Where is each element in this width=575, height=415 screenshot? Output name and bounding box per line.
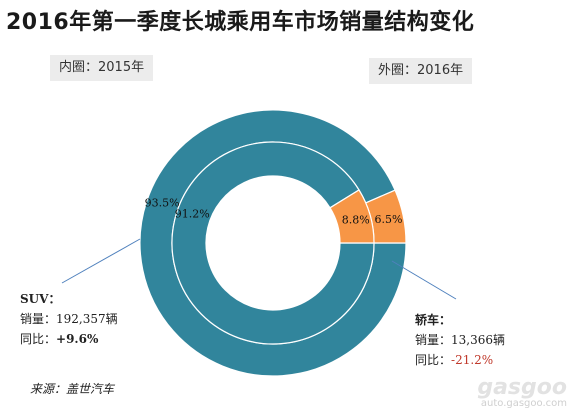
source-note: 来源：盖世汽车 bbox=[30, 382, 115, 396]
inner-ring-suv-slice bbox=[171, 141, 375, 345]
suv-leader-line bbox=[61, 238, 141, 284]
inner-ring-sedan-label: 8.8% bbox=[342, 214, 370, 227]
suv-sales-value: 192,357辆 bbox=[56, 312, 118, 326]
sedan-name: 轿车： bbox=[415, 313, 452, 327]
suv-info: SUV： 销量：192,357辆 同比：+9.6% bbox=[20, 289, 118, 349]
suv-sales-label: 销量： bbox=[20, 312, 57, 326]
outer-ring-suv-label: 93.5% bbox=[145, 197, 180, 210]
inner-ring-sedan-slice bbox=[329, 189, 375, 244]
inner-ring-suv-label: 91.2% bbox=[175, 208, 210, 221]
gasgoo-watermark: gasgoo auto.gasgoo.com bbox=[477, 375, 567, 410]
suv-yoy-value: +9.6% bbox=[56, 332, 99, 346]
chart-title: 2016年第一季度长城乘用车市场销量结构变化 bbox=[6, 10, 475, 35]
suv-name: SUV： bbox=[20, 292, 61, 306]
sedan-yoy-value: -21.2% bbox=[451, 353, 494, 367]
sedan-leader-line bbox=[391, 260, 457, 300]
sedan-sales-label: 销量： bbox=[415, 333, 452, 347]
sedan-info: 轿车： 销量：13,366辆 同比：-21.2% bbox=[415, 310, 505, 370]
sedan-yoy-label: 同比： bbox=[415, 353, 452, 367]
watermark-logo: gasgoo bbox=[477, 375, 567, 400]
inner-ring-legend: 内圈：2015年 bbox=[50, 55, 154, 81]
outer-ring-legend: 外圈：2016年 bbox=[369, 58, 473, 84]
watermark-url: auto.gasgoo.com bbox=[480, 398, 567, 409]
sedan-sales-value: 13,366辆 bbox=[451, 333, 506, 347]
suv-yoy-label: 同比： bbox=[20, 332, 57, 346]
outer-ring-sedan-label: 6.5% bbox=[375, 213, 403, 226]
